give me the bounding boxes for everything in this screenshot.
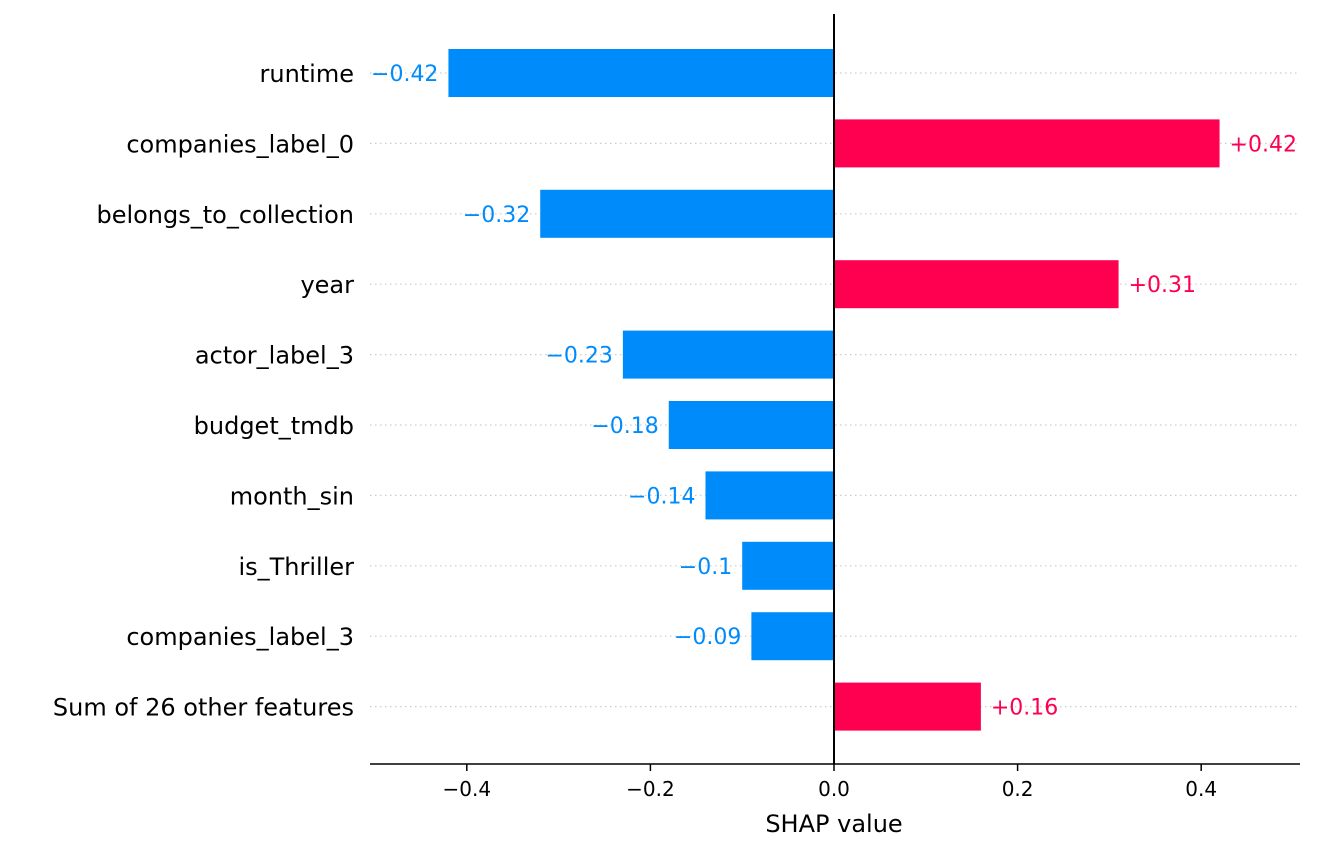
bar-sum-of-26-other-features	[834, 682, 981, 731]
value-label: −0.32	[463, 203, 530, 228]
feature-label: companies_label_0	[126, 130, 354, 158]
value-label: −0.18	[591, 414, 658, 439]
feature-label: belongs_to_collection	[96, 201, 354, 229]
feature-labels: runtime companies_label_0 belongs_to_colle…	[53, 60, 354, 722]
bar-is-thriller	[742, 541, 834, 590]
bar-companies-label-3	[751, 612, 834, 661]
value-label: −0.42	[371, 62, 438, 87]
x-tick-label: 0.4	[1185, 777, 1217, 801]
value-label: −0.1	[679, 555, 732, 580]
x-tick-label: −0.2	[626, 777, 675, 801]
feature-label: runtime	[259, 60, 354, 88]
bars	[448, 49, 1220, 731]
bar-month-sin	[705, 471, 834, 520]
value-label: +0.31	[1129, 273, 1196, 298]
feature-label: actor_label_3	[195, 342, 354, 370]
x-tick-label: 0.2	[1002, 777, 1034, 801]
value-labels: −0.42 +0.42 −0.32 +0.31 −0.23 −0.18 −0.14 −0.1 −…	[371, 62, 1297, 721]
bar-belongs-to-collection	[540, 189, 834, 238]
bar-runtime	[448, 49, 834, 97]
bar-actor-label-3	[622, 330, 834, 379]
feature-label: Sum of 26 other features	[53, 694, 354, 722]
value-label: −0.23	[545, 344, 612, 369]
feature-label: budget_tmdb	[194, 412, 354, 440]
value-label: −0.09	[674, 625, 741, 650]
value-label: −0.14	[628, 484, 695, 509]
bar-year	[834, 260, 1119, 309]
value-label: +0.16	[991, 696, 1058, 721]
bar-budget-tmdb	[668, 401, 834, 449]
x-tick-label: 0.0	[818, 777, 850, 801]
value-label: +0.42	[1230, 132, 1297, 157]
feature-label: is_Thriller	[238, 553, 354, 581]
feature-label: year	[300, 271, 354, 299]
feature-label: companies_label_3	[126, 623, 354, 651]
feature-label: month_sin	[230, 482, 354, 510]
x-tick-label: −0.4	[443, 777, 492, 801]
bar-companies-label-0	[834, 119, 1220, 168]
x-axis: −0.4 −0.2 0.0 0.2 0.4	[370, 763, 1300, 801]
x-axis-title: SHAP value	[765, 810, 902, 838]
